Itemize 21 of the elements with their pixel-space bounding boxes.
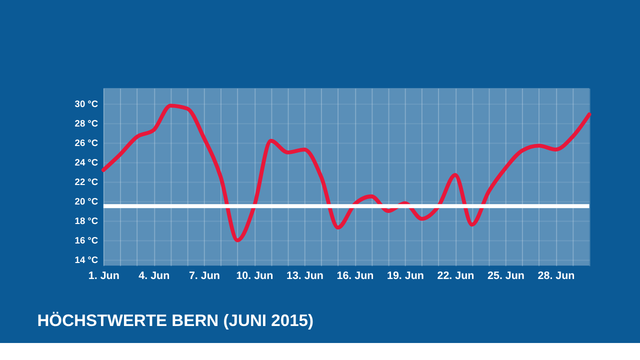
y-tick-label: 28 °C: [74, 118, 98, 129]
x-tick-label: 10. Jun: [236, 270, 274, 282]
x-tick-label: 4. Jun: [138, 270, 170, 282]
y-tick-label: 30 °C: [74, 99, 98, 110]
x-tick-label: 22. Jun: [437, 270, 474, 282]
y-tick-label: 26 °C: [74, 138, 98, 148]
x-tick-label: 16. Jun: [336, 270, 374, 282]
line-series: [101, 104, 592, 242]
y-tick-label: 24 °C: [74, 158, 98, 168]
x-tick-label: 25. Jun: [488, 270, 524, 282]
x-tick-label: 7. Jun: [188, 270, 220, 282]
text: HÖCHSTWERTE BERN (JUNI 2015): [37, 311, 314, 330]
x-tick-label: 1. Jun: [88, 270, 120, 282]
x-tick-label: 19. Jun: [387, 270, 424, 282]
y-tick-label: 16 °C: [74, 236, 98, 246]
x-tick-label: 28. Jun: [538, 270, 575, 282]
y-tick-label: 14 °C: [74, 255, 98, 266]
x-tick-label: 13. Jun: [286, 270, 324, 282]
y-tick-label: 22 °C: [74, 177, 98, 188]
y-tick-label: 20 °C: [74, 196, 98, 207]
y-tick-label: 18 °C: [74, 216, 98, 226]
